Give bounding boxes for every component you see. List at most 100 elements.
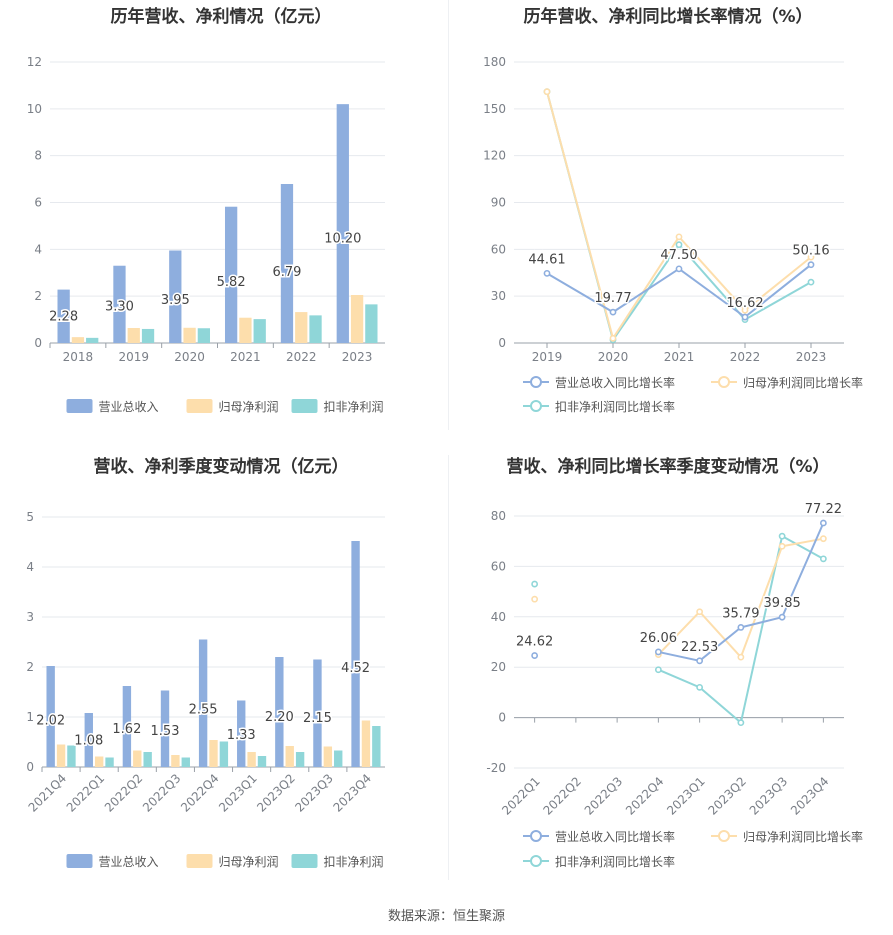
legend-label: 营业总收入: [99, 855, 159, 869]
bar-deducted-profit: [372, 726, 381, 767]
legend-swatch: [291, 399, 318, 413]
bar-data-label: 1.53: [151, 724, 180, 739]
data-point: [654, 648, 662, 656]
y-tick-label: 120: [483, 149, 506, 163]
chart-svg: 营收、净利同比增长率季度变动情况（%）-200204060802022Q1202…: [486, 456, 863, 869]
legend-label: 营业总收入同比增长率: [555, 829, 675, 844]
bar-deducted-profit: [295, 752, 305, 767]
data-point: [741, 306, 749, 314]
bar-revenue: [313, 659, 322, 767]
y-tick-label: 20: [491, 660, 506, 674]
x-tick-label: 2023Q1: [216, 771, 260, 815]
line-data-label: 35.79: [722, 606, 759, 621]
legend-label: 营业总收入: [99, 400, 159, 414]
bar-net-profit: [171, 755, 180, 767]
line-data-label: 26.06: [640, 631, 677, 646]
y-tick-label: 0: [498, 336, 506, 350]
bar-net-profit: [209, 740, 218, 767]
data-point: [807, 253, 815, 261]
bar-deducted-profit: [365, 304, 378, 343]
data-source-note: 数据来源：恒生聚源: [387, 909, 505, 924]
bar-revenue: [169, 250, 182, 343]
bar-revenue: [57, 289, 70, 343]
data-point: [819, 535, 827, 543]
data-point: [543, 88, 551, 96]
legend-swatch: [186, 399, 213, 413]
data-point: [778, 613, 786, 621]
bar-data-label: 1.08: [74, 733, 103, 748]
line-data-label: 19.77: [594, 291, 631, 306]
legend-label: 归母净利润同比增长率: [743, 375, 863, 390]
chart-svg: 历年营收、净利情况（亿元） 0 2 4 6 8 10 12 2018 2019 2020 2021 20…: [27, 6, 385, 414]
bar-net-profit: [71, 337, 85, 343]
x-tick-label: 2022Q4: [623, 774, 667, 818]
bar-deducted-profit: [309, 315, 322, 343]
legend-label: 扣非净利润同比增长率: [555, 854, 675, 869]
chart-title: 营收、净利同比增长率季度变动情况（%）: [506, 456, 829, 477]
chart-svg: 历年营收、净利同比增长率情况（%） 0 30 60 90 120 150 180 2019 202…: [483, 6, 863, 414]
bar-data-label: 4.52: [341, 661, 370, 676]
bar-net-profit: [361, 720, 371, 767]
annual-revenue-profit-chart: 历年营收、净利情况（亿元） 0 2 4 6 8 10 12 2018 2019 2020 2021 20…: [0, 0, 448, 430]
x-tick-label: 2022Q2: [102, 771, 146, 815]
bar-deducted-profit: [253, 319, 266, 343]
data-point: [609, 334, 617, 342]
legend-marker: [530, 855, 542, 867]
series-line-deducted-growth: [546, 91, 812, 343]
bar-data-label: 2.15: [303, 711, 332, 726]
line-data-label: 22.53: [681, 640, 718, 655]
chart-title: 营收、净利季度变动情况（亿元）: [94, 456, 349, 477]
line-data-label: 24.62: [516, 635, 553, 650]
bar-data-label: 6.79: [272, 265, 301, 280]
bar-data-label: 10.20: [324, 232, 361, 247]
x-tick-label: 2021Q4: [26, 771, 70, 815]
bar-data-label: 2.28: [49, 310, 78, 325]
legend-label: 扣非净利润: [324, 400, 384, 414]
bar-revenue: [84, 713, 93, 767]
legend-marker: [530, 400, 542, 412]
y-tick-label: 40: [491, 610, 506, 624]
x-tick-label: 2022Q4: [178, 771, 222, 815]
series-line-net-growth: [546, 91, 812, 341]
legend-marker: [718, 376, 730, 388]
chart-title: 历年营收、净利同比增长率情况（%）: [523, 6, 812, 27]
legend-label: 扣非净利润: [324, 855, 384, 869]
x-tick-label: 2023: [342, 350, 373, 364]
bar-net-profit: [183, 327, 196, 343]
y-tick-label: 2: [34, 289, 42, 303]
x-tick-label: 2023Q2: [705, 774, 749, 818]
legend-swatch: [186, 854, 213, 868]
legend-label: 归母净利润同比增长率: [743, 829, 863, 844]
line-data-label: 16.62: [726, 296, 763, 311]
data-point: [675, 265, 683, 273]
y-tick-label: 6: [34, 196, 42, 210]
x-tick-label: 2022: [730, 350, 761, 364]
x-tick-label: 2023Q3: [292, 771, 336, 815]
y-tick-label: 30: [491, 289, 506, 303]
bar-data-label: 3.95: [161, 293, 190, 308]
bar-net-profit: [94, 756, 104, 767]
bar-revenue: [160, 690, 170, 767]
bar-deducted-profit: [197, 328, 211, 343]
data-point: [609, 308, 617, 316]
y-tick-label: 3: [26, 610, 34, 624]
y-tick-label: 150: [483, 102, 506, 116]
bar-revenue: [122, 686, 132, 767]
bar-data-label: 3.30: [105, 300, 134, 315]
data-point: [778, 532, 786, 540]
data-point: [737, 653, 745, 661]
x-tick-label: 2018: [63, 350, 94, 364]
data-point: [737, 719, 745, 727]
x-tick-label: 2019: [118, 350, 149, 364]
x-tick-label: 2019: [532, 350, 563, 364]
x-tick-label: 2023Q2: [254, 771, 298, 815]
bar-deducted-profit: [105, 757, 114, 767]
y-tick-label: 60: [491, 559, 506, 573]
x-tick-label: 2022Q3: [140, 771, 184, 815]
bar-revenue: [198, 639, 208, 767]
x-tick-label: 2021: [230, 350, 261, 364]
y-tick-label: 4: [26, 560, 34, 574]
x-tick-label: 2023Q4: [788, 774, 832, 818]
legend-marker: [530, 830, 542, 842]
data-point: [531, 595, 539, 603]
